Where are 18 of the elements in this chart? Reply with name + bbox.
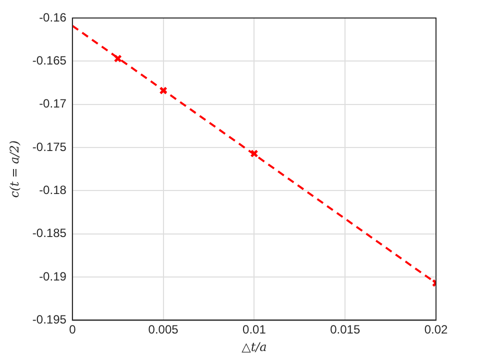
y-tick-label: -0.175 [32,140,67,154]
y-tick-label: -0.195 [32,312,67,327]
y-tick-label: -0.165 [32,53,67,68]
x-tick-label: 0 [69,322,76,337]
x-tick-label: 0.015 [330,322,360,337]
y-axis-title: c(t = a/2) [7,140,22,198]
y-tick-label: -0.18 [39,183,67,197]
x-axis-title: △t/a [242,340,267,354]
y-tick-label: -0.19 [39,269,67,284]
x-tick-label: 0.02 [424,322,448,337]
y-tick-label: -0.17 [39,96,67,111]
y-tick-label: -0.185 [32,226,67,240]
x-tick-label: 0.005 [148,322,179,337]
y-tick-label: -0.16 [39,10,67,24]
point [159,86,168,95]
x-tick-label: 0.01 [242,322,266,337]
point [114,54,122,63]
point [250,149,258,158]
